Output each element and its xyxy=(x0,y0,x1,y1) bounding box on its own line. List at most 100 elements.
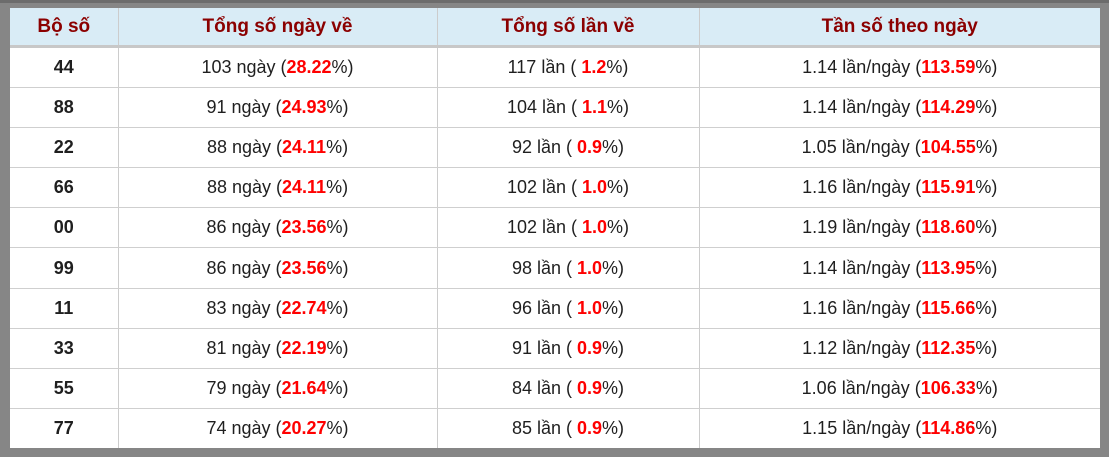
pair-value: 00 xyxy=(53,217,74,238)
times-text: 102 lần ( xyxy=(506,217,583,238)
frequency-cell: 1.12 lần/ngày (112.35%) xyxy=(699,328,1100,369)
days-cell: 88 ngày (24.11%) xyxy=(118,127,438,169)
percent-close: %) xyxy=(975,257,998,278)
times-percent-value: 0.9 xyxy=(577,417,603,438)
pair-cell: 11 xyxy=(10,288,119,329)
percent-close: %) xyxy=(326,417,349,438)
column-header-tan-so-theo-ngay: Tần số theo ngày xyxy=(699,8,1100,48)
frequency-text: 1.16 lần/ngày ( xyxy=(802,297,922,318)
days-text: 88 ngày ( xyxy=(206,137,282,158)
frequency-cell: 1.14 lần/ngày (113.59%) xyxy=(699,46,1100,89)
table-row: 55 79 ngày (21.64%) 84 lần ( 0.9%) 1.06 … xyxy=(10,368,1100,409)
percent-close: %) xyxy=(602,377,625,398)
times-percent-value: 1.0 xyxy=(577,297,603,318)
percent-close: %) xyxy=(326,297,349,318)
days-percent-value: 22.74 xyxy=(281,297,327,318)
column-header-tong-so-lan-ve: Tổng số lần về xyxy=(437,8,700,48)
percent-close: %) xyxy=(975,57,998,78)
percent-close: %) xyxy=(331,57,354,78)
days-cell: 86 ngày (23.56%) xyxy=(118,207,438,249)
times-cell: 117 lần ( 1.2%) xyxy=(437,46,700,89)
percent-close: %) xyxy=(975,217,998,238)
pair-cell: 22 xyxy=(10,127,119,169)
times-text: 102 lần ( xyxy=(506,177,583,198)
times-text: 92 lần ( xyxy=(511,137,577,158)
frequency-percent-value: 114.29 xyxy=(921,97,976,118)
pair-value: 66 xyxy=(53,177,74,198)
pair-cell: 66 xyxy=(10,167,119,209)
times-text: 91 lần ( xyxy=(511,337,577,358)
times-text: 96 lần ( xyxy=(511,297,577,318)
frequency-cell: 1.16 lần/ngày (115.91%) xyxy=(699,167,1100,209)
days-percent-value: 22.19 xyxy=(281,337,327,358)
percent-close: %) xyxy=(602,417,625,438)
frequency-text: 1.12 lần/ngày ( xyxy=(802,337,922,358)
pair-cell: 44 xyxy=(10,46,119,89)
days-cell: 91 ngày (24.93%) xyxy=(118,87,438,129)
times-text: 117 lần ( xyxy=(507,57,582,78)
pair-cell: 55 xyxy=(10,368,119,409)
times-percent-value: 1.0 xyxy=(582,217,608,238)
table-row: 44 103 ngày (28.22%) 117 lần ( 1.2%) 1.1… xyxy=(10,46,1100,89)
percent-close: %) xyxy=(975,97,998,118)
days-text: 86 ngày ( xyxy=(206,257,282,278)
frequency-percent-value: 115.91 xyxy=(921,177,976,198)
days-percent-value: 24.11 xyxy=(282,177,327,198)
pair-cell: 33 xyxy=(10,328,119,369)
frequency-text: 1.16 lần/ngày ( xyxy=(802,177,922,198)
frequency-cell: 1.05 lần/ngày (104.55%) xyxy=(699,127,1100,169)
times-cell: 84 lần ( 0.9%) xyxy=(437,368,700,409)
frequency-percent-value: 112.35 xyxy=(921,337,976,358)
frequency-text: 1.19 lần/ngày ( xyxy=(802,217,922,238)
frequency-text: 1.14 lần/ngày ( xyxy=(802,57,922,78)
times-cell: 96 lần ( 1.0%) xyxy=(437,288,700,329)
days-cell: 88 ngày (24.11%) xyxy=(118,167,438,209)
table-row: 66 88 ngày (24.11%) 102 lần ( 1.0%) 1.16… xyxy=(10,167,1100,209)
days-text: 81 ngày ( xyxy=(206,337,282,358)
percent-close: %) xyxy=(326,257,349,278)
frequency-cell: 1.15 lần/ngày (114.86%) xyxy=(699,408,1100,448)
percent-close: %) xyxy=(602,257,625,278)
statistics-table: Bộ số Tổng số ngày về Tổng số lần về Tần… xyxy=(10,8,1100,448)
percent-close: %) xyxy=(975,377,998,398)
percent-close: %) xyxy=(326,97,349,118)
days-text: 83 ngày ( xyxy=(206,297,282,318)
times-text: 85 lần ( xyxy=(511,417,577,438)
percent-close: %) xyxy=(326,217,349,238)
frequency-cell: 1.19 lần/ngày (118.60%) xyxy=(699,207,1100,249)
days-cell: 103 ngày (28.22%) xyxy=(118,46,438,89)
percent-close: %) xyxy=(975,297,998,318)
days-percent-value: 23.56 xyxy=(281,257,327,278)
frequency-text: 1.15 lần/ngày ( xyxy=(802,417,922,438)
table-row: 33 81 ngày (22.19%) 91 lần ( 0.9%) 1.12 … xyxy=(10,328,1100,369)
percent-close: %) xyxy=(975,177,998,198)
days-cell: 81 ngày (22.19%) xyxy=(118,328,438,369)
frequency-percent-value: 115.66 xyxy=(921,297,976,318)
frequency-percent-value: 113.59 xyxy=(921,57,976,78)
days-text: 103 ngày ( xyxy=(201,57,287,78)
days-cell: 79 ngày (21.64%) xyxy=(118,368,438,409)
days-text: 88 ngày ( xyxy=(206,177,282,198)
percent-close: %) xyxy=(326,377,349,398)
table-wrapper: Bộ số Tổng số ngày về Tổng số lần về Tần… xyxy=(10,8,1100,448)
table-row: 00 86 ngày (23.56%) 102 lần ( 1.0%) 1.19… xyxy=(10,207,1100,249)
times-percent-value: 1.2 xyxy=(581,57,607,78)
table-row: 11 83 ngày (22.74%) 96 lần ( 1.0%) 1.16 … xyxy=(10,288,1100,329)
pair-cell: 77 xyxy=(10,408,119,448)
days-percent-value: 21.64 xyxy=(281,377,327,398)
percent-close: %) xyxy=(975,137,998,158)
times-text: 98 lần ( xyxy=(511,257,577,278)
days-text: 86 ngày ( xyxy=(206,217,282,238)
times-cell: 91 lần ( 0.9%) xyxy=(437,328,700,369)
frequency-text: 1.06 lần/ngày ( xyxy=(801,377,921,398)
percent-close: %) xyxy=(606,57,629,78)
times-percent-value: 0.9 xyxy=(577,337,603,358)
times-cell: 92 lần ( 0.9%) xyxy=(437,127,700,169)
days-cell: 74 ngày (20.27%) xyxy=(118,408,438,448)
frequency-cell: 1.14 lần/ngày (113.95%) xyxy=(699,247,1100,289)
frequency-percent-value: 113.95 xyxy=(921,257,976,278)
days-percent-value: 23.56 xyxy=(281,217,327,238)
percent-close: %) xyxy=(602,337,625,358)
percent-close: %) xyxy=(326,177,349,198)
